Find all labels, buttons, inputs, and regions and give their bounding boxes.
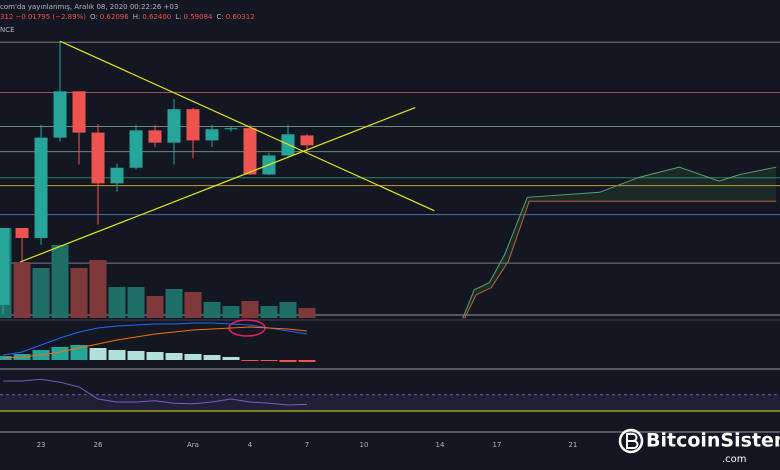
candle-body xyxy=(300,135,314,146)
volume-bar xyxy=(127,287,145,318)
header-line1: com'da yayınlanmış, Aralık 08, 2020 00:2… xyxy=(0,3,178,11)
macd-line xyxy=(3,326,308,359)
macd-hist xyxy=(51,347,69,360)
cloud-line xyxy=(462,166,777,319)
x-tick-label: 10 xyxy=(360,441,369,449)
candle-body xyxy=(243,128,257,175)
header-part: 0.59084 xyxy=(184,13,213,21)
volume-bar xyxy=(203,302,221,318)
volume-bar xyxy=(222,306,240,318)
volume-bar xyxy=(32,268,50,318)
macd-hist xyxy=(203,355,221,360)
volume-bar xyxy=(279,302,297,318)
header-part: H: xyxy=(133,13,141,21)
volume-bar xyxy=(89,260,107,318)
candle-body xyxy=(167,109,181,143)
candle-body xyxy=(129,130,143,168)
logo-mark xyxy=(626,433,639,449)
volume-bar xyxy=(13,262,31,318)
macd-hist xyxy=(222,357,240,360)
header-part: 312 xyxy=(0,13,13,21)
macd-hist xyxy=(108,350,126,360)
header-part: L: xyxy=(175,13,181,21)
candle-body xyxy=(110,167,124,184)
candle-body xyxy=(186,109,200,141)
header-part: 0.62400 xyxy=(142,13,171,21)
header-line2: 312 −0.01795 (−2.89%) O: 0.62096 H: 0.62400 L:… xyxy=(0,13,255,21)
header-part: 0.62096 xyxy=(100,13,129,21)
cloud-line xyxy=(464,200,777,319)
volume-bar xyxy=(51,245,69,318)
header-part: 0.60312 xyxy=(226,13,255,21)
candle-body xyxy=(205,129,219,141)
rsi-band xyxy=(0,394,780,411)
x-tick-label: 4 xyxy=(248,441,253,449)
candle-body xyxy=(0,227,10,305)
header-source: NCE xyxy=(0,26,15,34)
candle-body xyxy=(15,227,29,239)
macd-hist xyxy=(165,353,183,360)
x-tick-label: 7 xyxy=(305,441,309,449)
rsi-line xyxy=(3,378,308,406)
candle-body xyxy=(148,130,162,143)
volume-bar xyxy=(260,306,278,318)
watermark-name: BitcoinSistemi xyxy=(646,430,780,452)
logo-ring xyxy=(618,428,644,454)
volume-bar xyxy=(146,296,164,318)
header-part: O: xyxy=(90,13,98,21)
volume-bar xyxy=(298,308,316,318)
trendline xyxy=(59,40,435,212)
header-part: C: xyxy=(216,13,223,21)
macd-hist xyxy=(279,360,297,362)
macd-hist xyxy=(260,360,278,361)
candle-body xyxy=(34,137,48,239)
macd-hist xyxy=(241,360,259,361)
macd-hist xyxy=(184,354,202,360)
volume-bar xyxy=(241,301,259,318)
x-tick-label: 17 xyxy=(492,441,501,449)
logo xyxy=(618,428,644,454)
x-tick-label: 21 xyxy=(568,441,577,449)
volume-bar xyxy=(184,292,202,318)
x-tick-label: 26 xyxy=(94,441,103,449)
candle-body xyxy=(53,91,67,138)
volume-bar xyxy=(108,287,126,318)
header-part: −0.01795 (−2.89%) xyxy=(15,13,86,21)
cloud-area xyxy=(462,167,777,319)
macd-hist xyxy=(298,360,316,362)
candle-body xyxy=(224,128,238,130)
volume-bar xyxy=(165,289,183,318)
x-tick-label: 23 xyxy=(37,441,46,449)
macd-line xyxy=(2,322,308,356)
macd-hist xyxy=(89,348,107,360)
watermark-domain: .com xyxy=(722,454,747,465)
trendline xyxy=(19,106,416,263)
x-tick-label: 14 xyxy=(436,441,445,449)
candle-body xyxy=(72,91,86,133)
macd-hist xyxy=(146,352,164,360)
candle-body xyxy=(91,132,105,184)
x-tick-label: Ara xyxy=(187,441,199,449)
volume-bar xyxy=(70,268,88,318)
macd-hist xyxy=(127,351,145,360)
